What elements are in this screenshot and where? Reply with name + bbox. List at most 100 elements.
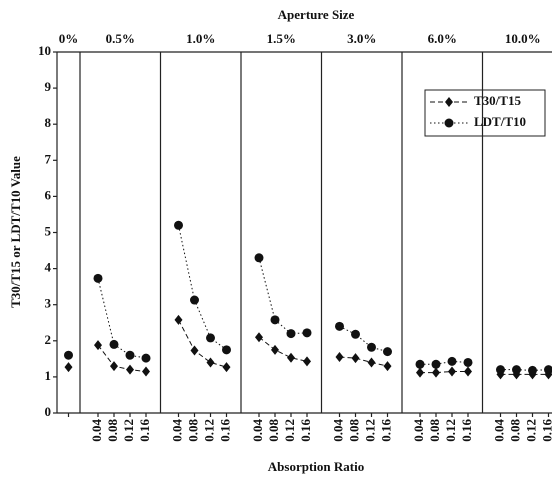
y-tick-label: 6 — [45, 187, 52, 202]
marker — [94, 340, 102, 351]
marker — [416, 367, 424, 378]
x-tick-label: 0.04 — [169, 419, 184, 442]
marker — [174, 314, 183, 325]
marker — [528, 365, 537, 375]
x-tick-label: 0.04 — [330, 419, 345, 442]
marker — [303, 356, 311, 367]
marker — [383, 347, 392, 357]
marker — [254, 253, 264, 263]
x-tick-label: 0.12 — [121, 419, 136, 442]
marker — [448, 366, 456, 377]
x-tick-label: 0.16 — [298, 419, 313, 442]
x-tick-label: 0.04 — [250, 419, 265, 442]
marker — [93, 273, 103, 283]
y-tick-label: 1 — [45, 368, 52, 383]
marker — [64, 362, 73, 373]
x-tick-label: 0.16 — [459, 419, 474, 442]
marker — [287, 352, 295, 363]
panel-label: 1.0% — [186, 31, 215, 46]
y-tick-label: 4 — [45, 260, 52, 275]
marker — [142, 366, 150, 377]
y-tick-label: 3 — [45, 296, 52, 311]
y-tick-label: 2 — [45, 332, 52, 347]
series-line — [178, 225, 227, 351]
x-tick-label: 0.12 — [282, 419, 297, 442]
series-line — [258, 336, 308, 362]
legend-marker — [444, 118, 454, 128]
marker — [126, 364, 134, 375]
x-tick-label: 0.04 — [411, 419, 426, 442]
panel-label: 0% — [59, 31, 79, 46]
chart-title: Aperture Size — [278, 7, 355, 22]
legend-label: T30/T15 — [474, 93, 521, 108]
x-tick-label: 0.04 — [491, 419, 506, 442]
marker — [110, 361, 118, 372]
series-line — [339, 325, 388, 353]
panel-label: 6.0% — [428, 31, 457, 46]
marker — [206, 357, 215, 368]
marker — [367, 357, 376, 368]
y-tick-label: 10 — [38, 43, 51, 58]
marker — [463, 357, 473, 367]
x-tick-label: 0.16 — [539, 419, 552, 442]
marker — [190, 295, 199, 305]
marker — [367, 342, 376, 352]
marker — [512, 365, 521, 375]
legend-label: LDT/T10 — [474, 114, 526, 129]
series-line — [258, 257, 308, 335]
marker — [222, 345, 231, 355]
marker — [496, 365, 505, 375]
marker — [383, 361, 392, 372]
marker — [64, 350, 73, 360]
marker — [432, 367, 440, 378]
marker — [255, 332, 263, 343]
marker — [335, 352, 344, 363]
y-tick-label: 8 — [45, 115, 52, 130]
marker — [109, 339, 119, 349]
y-axis-title: T30/T15 or LDT/T10 Value — [8, 156, 23, 308]
marker — [431, 359, 441, 369]
y-tick-label: 7 — [45, 151, 52, 166]
x-tick-label: 0.12 — [523, 419, 538, 442]
x-tick-label: 0.08 — [346, 419, 361, 442]
x-tick-label: 0.12 — [362, 419, 377, 442]
marker — [141, 353, 151, 363]
series-line — [97, 278, 147, 359]
marker — [351, 329, 360, 339]
x-tick-label: 0.08 — [185, 419, 200, 442]
marker — [206, 333, 215, 343]
marker — [335, 321, 344, 331]
x-tick-label: 0.16 — [217, 419, 232, 442]
x-tick-label: 0.16 — [137, 419, 152, 442]
marker — [190, 345, 199, 356]
y-tick-label: 9 — [45, 79, 52, 94]
x-tick-label: 0.08 — [105, 419, 120, 442]
panel-label: 0.5% — [106, 31, 135, 46]
y-tick-label: 5 — [45, 223, 52, 238]
series-line — [97, 344, 147, 372]
marker — [447, 356, 457, 366]
marker — [302, 328, 312, 338]
x-tick-label: 0.04 — [89, 419, 104, 442]
series-line — [178, 319, 227, 368]
marker — [270, 315, 280, 325]
marker — [351, 353, 360, 364]
x-axis-title: Absorption Ratio — [268, 459, 364, 474]
x-tick-label: 0.08 — [507, 419, 522, 442]
marker — [271, 344, 279, 355]
legend-box — [424, 89, 546, 137]
panel-label: 3.0% — [347, 31, 376, 46]
marker — [544, 365, 552, 375]
series-line — [339, 356, 388, 367]
x-tick-label: 0.08 — [427, 419, 442, 442]
legend-marker — [445, 97, 453, 107]
y-tick-label: 0 — [45, 404, 52, 419]
x-tick-label: 0.12 — [443, 419, 458, 442]
series-line — [420, 370, 468, 374]
marker — [415, 359, 425, 369]
series-line — [500, 369, 549, 371]
marker — [286, 329, 296, 339]
marker — [222, 362, 231, 373]
marker — [464, 366, 472, 377]
